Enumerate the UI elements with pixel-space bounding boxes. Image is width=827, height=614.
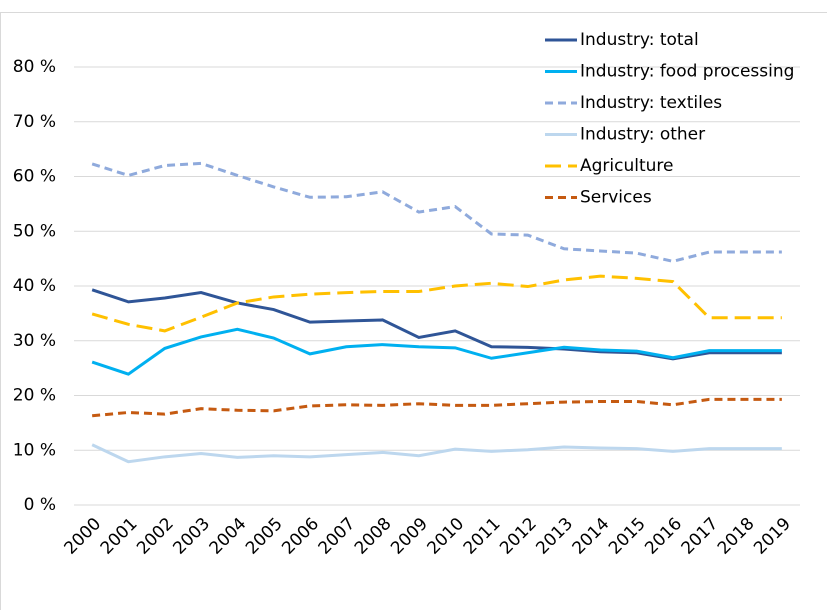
series-line xyxy=(92,445,782,462)
legend-label: Industry: textiles xyxy=(580,93,722,113)
x-tick-label: 2011 xyxy=(460,514,505,559)
y-tick-label: 0 % xyxy=(24,495,56,515)
series-line xyxy=(92,163,782,261)
y-tick-label: 80 % xyxy=(13,57,56,77)
x-tick-label: 2018 xyxy=(714,514,759,559)
y-tick-label: 20 % xyxy=(13,386,56,406)
legend-label: Industry: food processing xyxy=(580,62,794,82)
y-tick-label: 30 % xyxy=(13,331,56,351)
x-tick-label: 2015 xyxy=(605,514,650,559)
y-tick-label: 70 % xyxy=(13,112,56,132)
legend-label: Agriculture xyxy=(580,156,674,176)
series-line xyxy=(92,329,782,374)
series-line xyxy=(92,276,782,331)
legend-label: Industry: total xyxy=(580,30,699,50)
y-tick-label: 60 % xyxy=(13,167,56,187)
series-line xyxy=(92,399,782,415)
x-tick-label: 2005 xyxy=(242,514,287,559)
legend-label: Services xyxy=(580,188,652,208)
x-tick-label: 2009 xyxy=(387,514,432,559)
x-tick-label: 2010 xyxy=(423,514,468,559)
x-tick-label: 2002 xyxy=(133,514,178,559)
x-tick-label: 2014 xyxy=(569,514,614,559)
legend-label: Industry: other xyxy=(580,125,705,145)
y-tick-label: 10 % xyxy=(13,440,56,460)
x-tick-label: 2017 xyxy=(678,514,723,559)
x-tick-label: 2016 xyxy=(641,514,686,559)
x-tick-label: 2004 xyxy=(206,514,251,559)
x-tick-label: 2008 xyxy=(351,514,396,559)
x-tick-label: 2003 xyxy=(169,514,214,559)
x-tick-label: 2001 xyxy=(97,514,142,559)
x-tick-label: 2007 xyxy=(315,514,360,559)
x-tick-label: 2013 xyxy=(532,514,577,559)
x-tick-label: 2012 xyxy=(496,514,541,559)
y-tick-label: 40 % xyxy=(13,276,56,296)
x-tick-label: 2006 xyxy=(278,514,323,559)
x-tick-label: 2000 xyxy=(60,514,105,559)
x-tick-label: 2019 xyxy=(750,514,795,559)
y-tick-label: 50 % xyxy=(13,221,56,241)
